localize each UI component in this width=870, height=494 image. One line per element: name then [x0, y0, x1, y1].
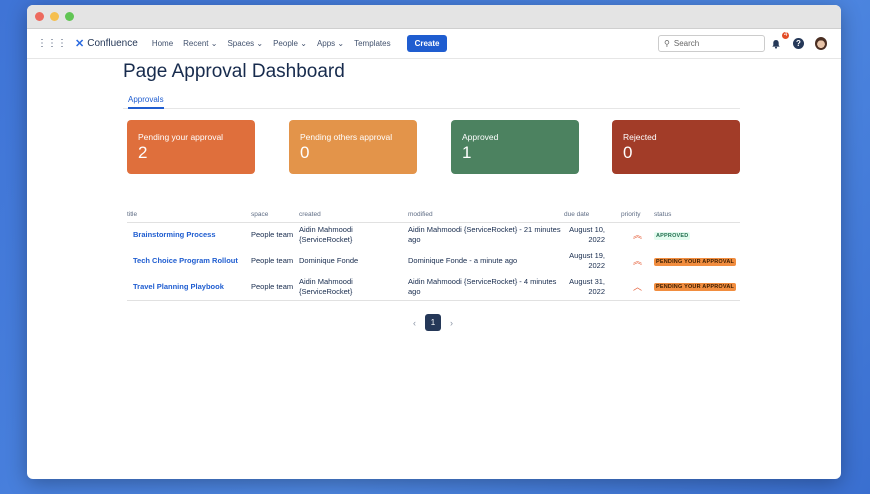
status-cell: APPROVED [654, 222, 740, 248]
notification-count-badge: 4 [782, 32, 790, 39]
page-title-link[interactable]: Tech Choice Program Rollout [133, 256, 238, 265]
next-page-icon[interactable]: › [450, 317, 453, 328]
due-date-cell: August 19, 2022 [569, 251, 605, 270]
tab-bar: Approvals [123, 95, 740, 109]
card-pending-others-approval[interactable]: Pending others approval 0 [289, 120, 417, 174]
browser-window: ⋮⋮⋮ ✕ Confluence Home Recent ⌄ Spaces ⌄ P… [27, 5, 841, 479]
page-title: Page Approval Dashboard [123, 61, 345, 82]
column-header-modified[interactable]: modified [408, 208, 564, 223]
created-cell: Aidin Mahmoodi {ServiceRocket} [299, 225, 353, 245]
table-row: Tech Choice Program Rollout People team … [127, 248, 740, 274]
space-cell: People team [251, 230, 294, 240]
chevron-down-icon: ⌄ [210, 39, 218, 48]
notifications-bell-icon[interactable] [771, 39, 781, 49]
chevron-down-icon: ⌄ [256, 39, 264, 48]
table-row: Brainstorming Process People team Aidin … [127, 222, 740, 248]
nav-people-label: People [273, 39, 298, 48]
chevron-down-icon: ⌄ [300, 39, 307, 48]
column-header-due-date[interactable]: due date [564, 208, 621, 223]
title-bar [27, 5, 841, 29]
column-header-created[interactable]: created [299, 208, 408, 223]
nav-spaces[interactable]: Spaces ⌄ [227, 39, 263, 48]
nav-spaces-label: Spaces [227, 39, 255, 48]
create-button[interactable]: Create [406, 35, 448, 52]
card-value: 0 [623, 143, 633, 162]
app-switcher-icon[interactable]: ⋮⋮⋮ [37, 38, 67, 49]
pagination: ‹ 1 › [413, 314, 453, 331]
due-date-cell: August 10, 2022 [569, 225, 605, 245]
search-icon: ⚲ [664, 39, 670, 48]
card-approved[interactable]: Approved 1 [451, 120, 579, 174]
nav-people[interactable]: People ⌄ [273, 39, 307, 48]
search-input[interactable]: ⚲ Search [658, 35, 765, 52]
column-header-title[interactable]: title [127, 208, 251, 223]
space-cell: People team [251, 256, 294, 265]
space-cell: People team [251, 274, 299, 301]
nav-templates[interactable]: Templates [354, 39, 391, 48]
app-name: Confluence [87, 38, 138, 49]
confluence-logo-icon: ✕ [75, 38, 85, 50]
tab-approvals[interactable]: Approvals [128, 95, 164, 109]
status-cell: PENDING YOUR APPROVAL [654, 274, 740, 301]
card-value: 2 [138, 143, 148, 162]
approvals-table: title space created modified due date pr… [127, 208, 740, 301]
status-cell: PENDING YOUR APPROVAL [654, 248, 740, 274]
card-label: Approved [462, 132, 499, 142]
column-header-space[interactable]: space [251, 208, 299, 223]
card-pending-your-approval[interactable]: Pending your approval 2 [127, 120, 255, 174]
priority-high-icon: ︿ [621, 274, 654, 301]
modified-cell: Dominique Fonde - a minute ago [408, 256, 518, 265]
nav-recent[interactable]: Recent ⌄ [183, 39, 217, 48]
user-avatar[interactable] [815, 37, 827, 50]
maximize-window-button[interactable] [65, 12, 74, 21]
priority-highest-icon: ︽ [632, 230, 642, 241]
nav-home[interactable]: Home [151, 39, 174, 48]
due-date-cell: August 31, 2022 [564, 274, 621, 301]
previous-page-icon[interactable]: ‹ [413, 317, 416, 328]
created-cell: Aidin Mahmoodi {ServiceRocket} [299, 274, 408, 301]
nav-apps[interactable]: Apps ⌄ [317, 39, 344, 48]
card-rejected[interactable]: Rejected 0 [612, 120, 740, 174]
column-header-status[interactable]: status [654, 208, 740, 223]
chevron-down-icon: ⌄ [337, 39, 345, 48]
card-label: Rejected [623, 132, 657, 142]
nav-apps-label: Apps [316, 39, 336, 48]
nav-recent-label: Recent [183, 39, 209, 48]
modified-cell: Aidin Mahmoodi {ServiceRocket} - 4 minut… [408, 274, 564, 301]
card-value: 0 [300, 143, 310, 162]
page-title-link[interactable]: Brainstorming Process [133, 230, 216, 240]
created-cell: Dominique Fonde [299, 256, 359, 265]
status-badge: PENDING YOUR APPROVAL [654, 283, 737, 292]
table-row: Travel Planning Playbook People team Aid… [127, 274, 740, 301]
status-badge: APPROVED [654, 231, 691, 240]
status-badge: PENDING YOUR APPROVAL [654, 257, 737, 266]
card-value: 1 [462, 143, 472, 162]
column-header-priority[interactable]: priority [621, 208, 654, 223]
page-button-current[interactable]: 1 [425, 314, 441, 331]
minimize-window-button[interactable] [50, 12, 59, 21]
search-placeholder: Search [673, 39, 700, 48]
card-label: Pending your approval [138, 132, 224, 142]
priority-highest-icon: ︽ [632, 256, 642, 266]
help-icon[interactable]: ? [793, 38, 804, 49]
close-window-button[interactable] [35, 12, 44, 21]
confluence-logo[interactable]: ✕ Confluence [75, 37, 138, 50]
card-label: Pending others approval [300, 132, 393, 142]
top-nav: ⋮⋮⋮ ✕ Confluence Home Recent ⌄ Spaces ⌄ P… [27, 29, 841, 59]
page-title-link[interactable]: Travel Planning Playbook [127, 274, 251, 301]
modified-cell: Aidin Mahmoodi {ServiceRocket} - 21 minu… [408, 225, 561, 245]
